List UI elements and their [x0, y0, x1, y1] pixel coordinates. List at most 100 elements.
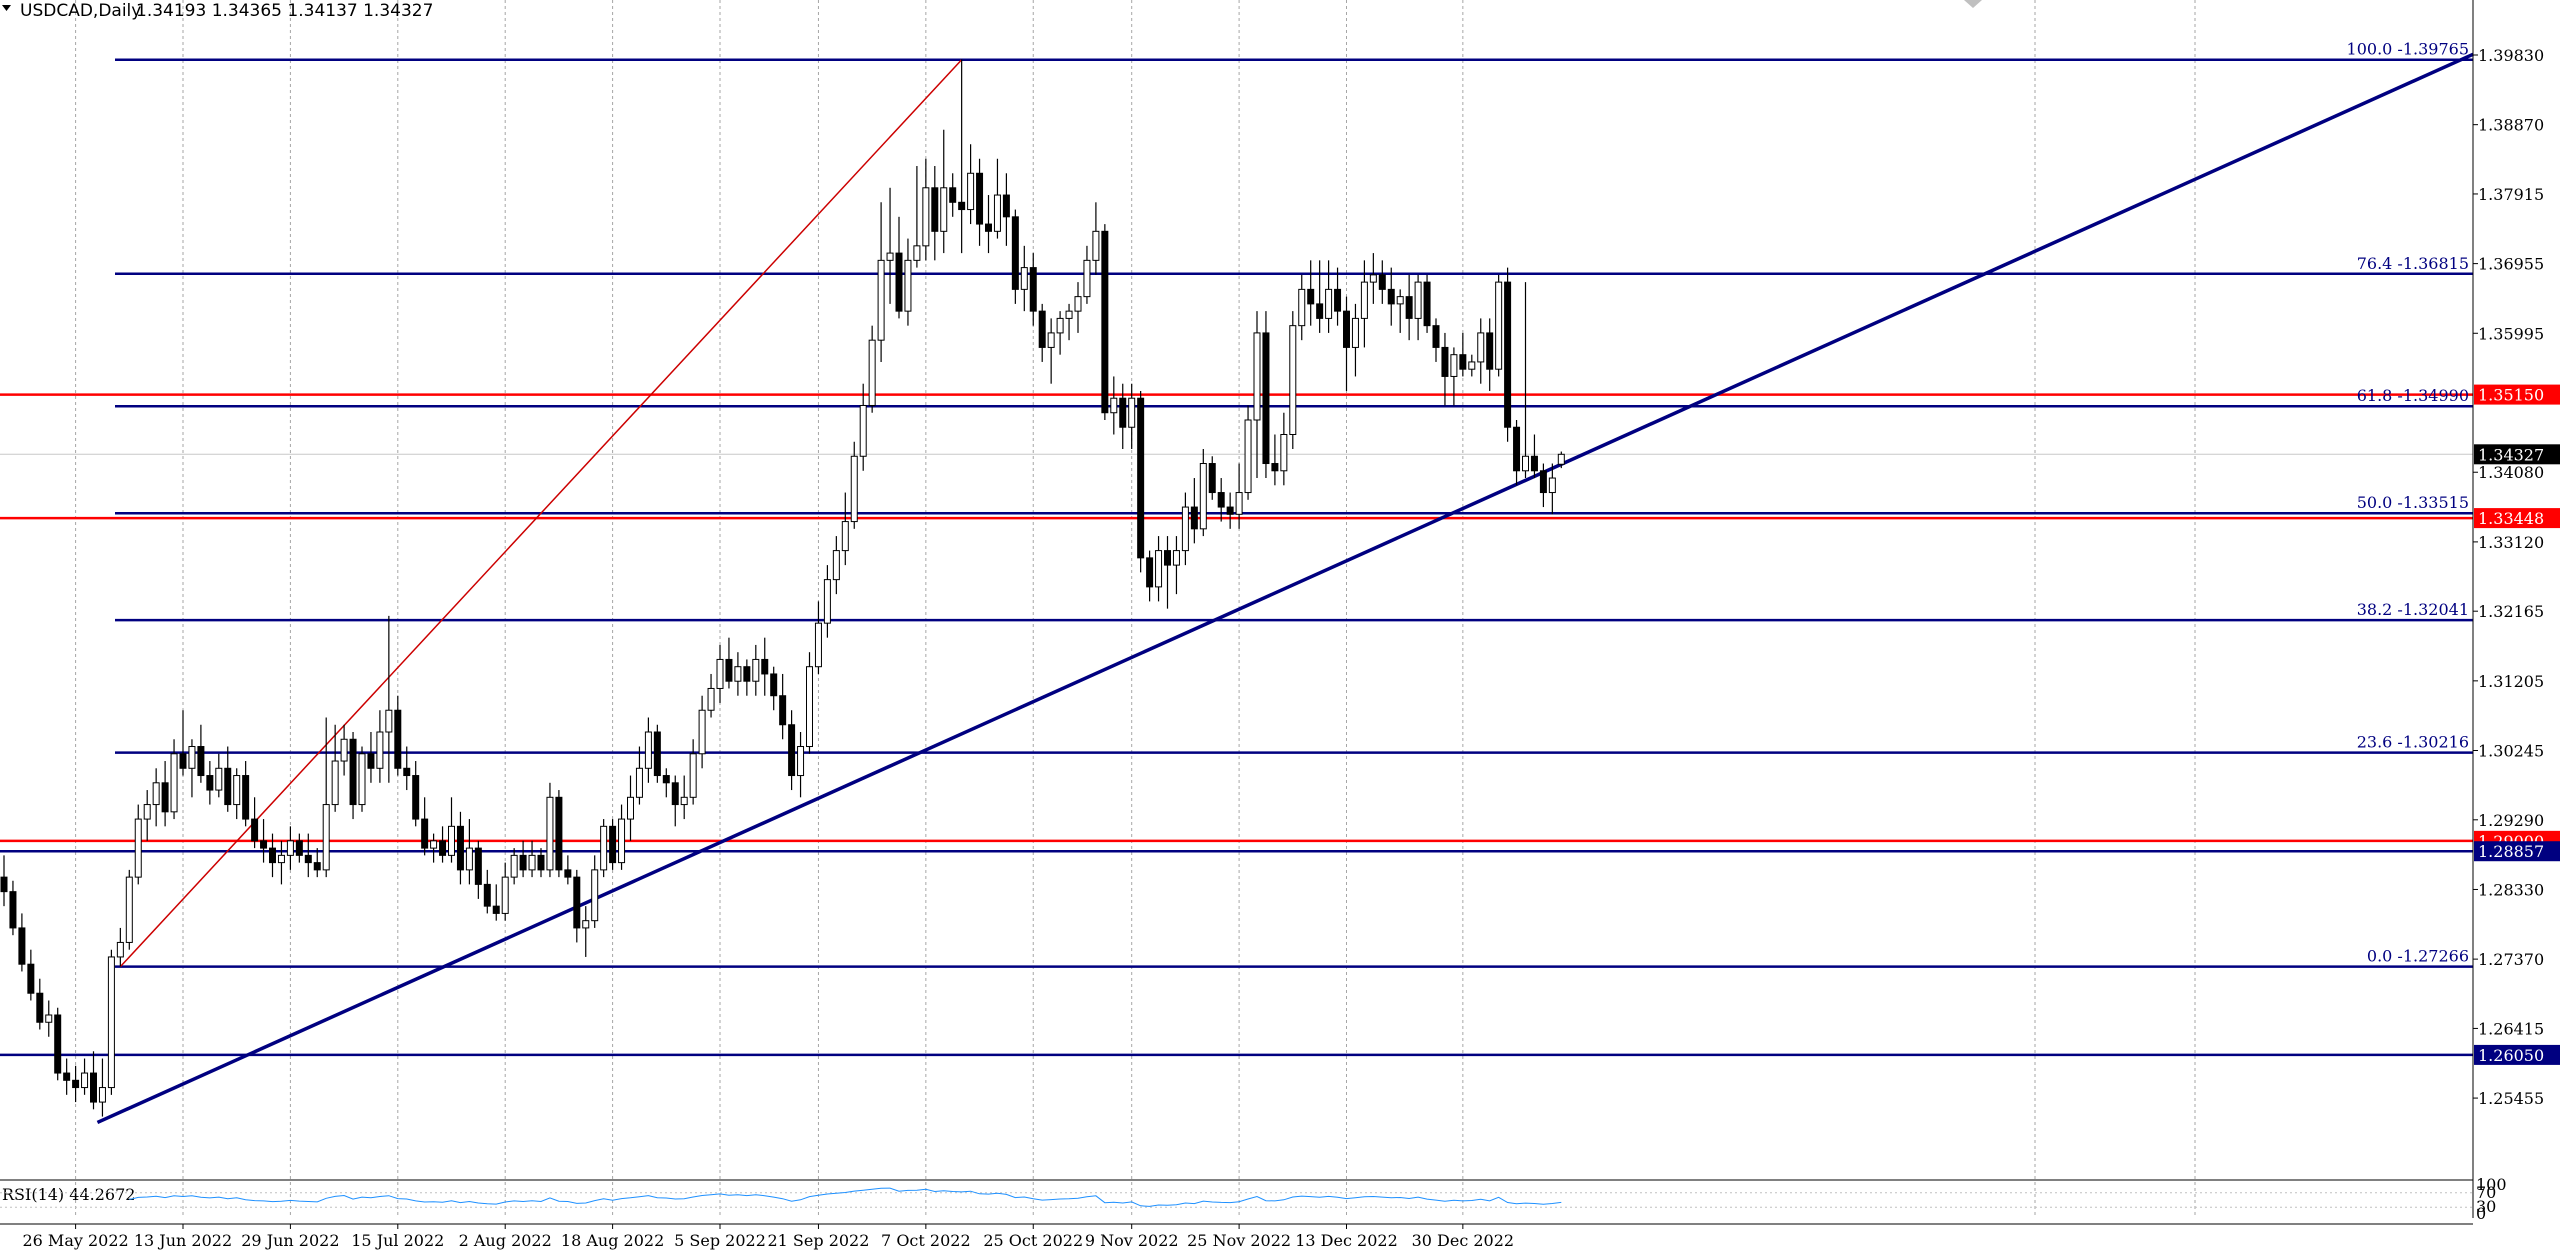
- candle-bullish: [635, 767, 643, 798]
- candle-bullish: [1172, 550, 1180, 566]
- candle-bearish: [537, 854, 545, 871]
- candle-bearish: [1343, 310, 1350, 348]
- candle-bullish: [886, 252, 894, 261]
- candle-bearish: [662, 775, 670, 784]
- candle-bullish: [501, 876, 509, 914]
- candle-bearish: [313, 862, 321, 871]
- candle-bearish: [260, 840, 268, 849]
- candle-bullish: [644, 731, 652, 769]
- support-trendline: [96, 52, 2474, 1125]
- candle-bearish: [295, 840, 303, 856]
- candle-bearish: [9, 891, 17, 929]
- candle-bearish: [1226, 506, 1234, 515]
- candle-bullish: [1280, 434, 1288, 472]
- candle-bearish: [206, 775, 214, 791]
- candle-bearish: [1459, 354, 1467, 370]
- candle-bearish: [1137, 397, 1145, 559]
- candle-bearish: [27, 963, 35, 994]
- candle-bullish: [877, 259, 885, 341]
- candle-bearish: [197, 746, 205, 777]
- candle-bearish: [770, 673, 778, 697]
- candle-bullish: [698, 709, 706, 755]
- price-label-text: 1.26050: [2478, 1046, 2544, 1065]
- candle-bullish: [1360, 281, 1368, 319]
- date-tick-label: 25 Oct 2022: [983, 1231, 1083, 1250]
- candle-bearish: [976, 172, 984, 225]
- date-tick-label: 2 Aug 2022: [459, 1231, 552, 1250]
- candle-bearish: [653, 731, 661, 777]
- fib-level-label: 23.6 -1.30216: [2357, 733, 2469, 752]
- candle-bearish: [1539, 470, 1547, 494]
- price-tick-label: 1.28330: [2478, 880, 2544, 899]
- level-lines: [0, 52, 2474, 1125]
- candle-bullish: [1083, 259, 1091, 298]
- candle-bullish: [752, 658, 760, 682]
- candle-bullish: [582, 920, 590, 929]
- candle-bullish: [680, 796, 688, 806]
- candle-bearish: [1423, 281, 1431, 327]
- rsi-scale-label: 100: [2476, 1175, 2507, 1194]
- candle-bearish: [90, 1072, 97, 1103]
- candle-bullish: [1450, 354, 1458, 377]
- candle-bearish: [1101, 230, 1109, 414]
- candle-bullish: [1414, 281, 1422, 319]
- candle-bullish: [814, 622, 822, 668]
- candle-bullish: [1110, 397, 1118, 414]
- candle-bullish: [1074, 296, 1082, 312]
- candle-bullish: [823, 579, 831, 624]
- candle-bearish: [251, 818, 259, 842]
- candle-bearish: [609, 825, 617, 864]
- rsi-label: RSI(14) 44.2672: [2, 1185, 135, 1204]
- candle-bullish: [850, 455, 858, 523]
- candle-bullish: [430, 840, 438, 849]
- date-tick-label: 18 Aug 2022: [561, 1231, 664, 1250]
- candle-bearish: [18, 927, 26, 965]
- candle-bullish: [868, 339, 876, 406]
- candle-bullish: [170, 753, 178, 813]
- candle-bearish: [725, 658, 733, 682]
- rsi-line: [129, 1187, 1562, 1207]
- rsi-scale-label: 70: [2476, 1183, 2496, 1202]
- date-tick-label: 21 Sep 2022: [767, 1231, 869, 1250]
- candle-bearish: [456, 825, 464, 871]
- candle-bullish: [600, 825, 608, 871]
- date-tick-label: 29 Jun 2022: [241, 1231, 339, 1250]
- shift-marker-icon[interactable]: [1964, 0, 1982, 8]
- candle-bearish: [1316, 303, 1324, 319]
- candle-bearish: [492, 905, 500, 914]
- candle-bearish: [949, 187, 957, 203]
- candle-bullish: [546, 796, 554, 871]
- price-tick-label: 1.33120: [2478, 533, 2544, 552]
- price-tick-label: 1.30245: [2478, 742, 2544, 761]
- candle-bullish: [116, 941, 124, 958]
- price-tick-label: 1.39830: [2478, 46, 2544, 65]
- candle-bearish: [224, 767, 232, 806]
- dropdown-triangle-icon[interactable]: [2, 5, 11, 11]
- candle-bearish: [161, 782, 169, 813]
- price-tick-label: 1.37915: [2478, 185, 2544, 204]
- candle-bearish: [1307, 288, 1315, 305]
- candle-bullish: [1522, 455, 1529, 472]
- candle-bullish: [143, 804, 151, 820]
- candle-bullish: [1325, 288, 1333, 319]
- candle-bullish: [1065, 310, 1073, 319]
- candle-bearish: [1334, 288, 1342, 312]
- candle-bullish: [707, 687, 715, 711]
- candle-bullish: [448, 825, 455, 856]
- price-label-box: [2474, 508, 2560, 529]
- date-tick-label: 26 May 2022: [22, 1231, 128, 1250]
- candle-bullish: [1557, 453, 1565, 465]
- candle-bearish: [1486, 332, 1494, 370]
- date-tick-label: 15 Jul 2022: [351, 1231, 444, 1250]
- candle-bullish: [1047, 332, 1055, 348]
- candle-bearish: [779, 695, 787, 726]
- price-tick-label: 1.32165: [2478, 602, 2544, 621]
- candle-bearish: [564, 869, 572, 878]
- candle-bullish: [1056, 317, 1064, 334]
- candle-bullish: [45, 1014, 53, 1023]
- candle-bullish: [385, 709, 393, 733]
- fib-level-label: 50.0 -1.33515: [2357, 493, 2469, 512]
- candle-bullish: [1199, 463, 1207, 530]
